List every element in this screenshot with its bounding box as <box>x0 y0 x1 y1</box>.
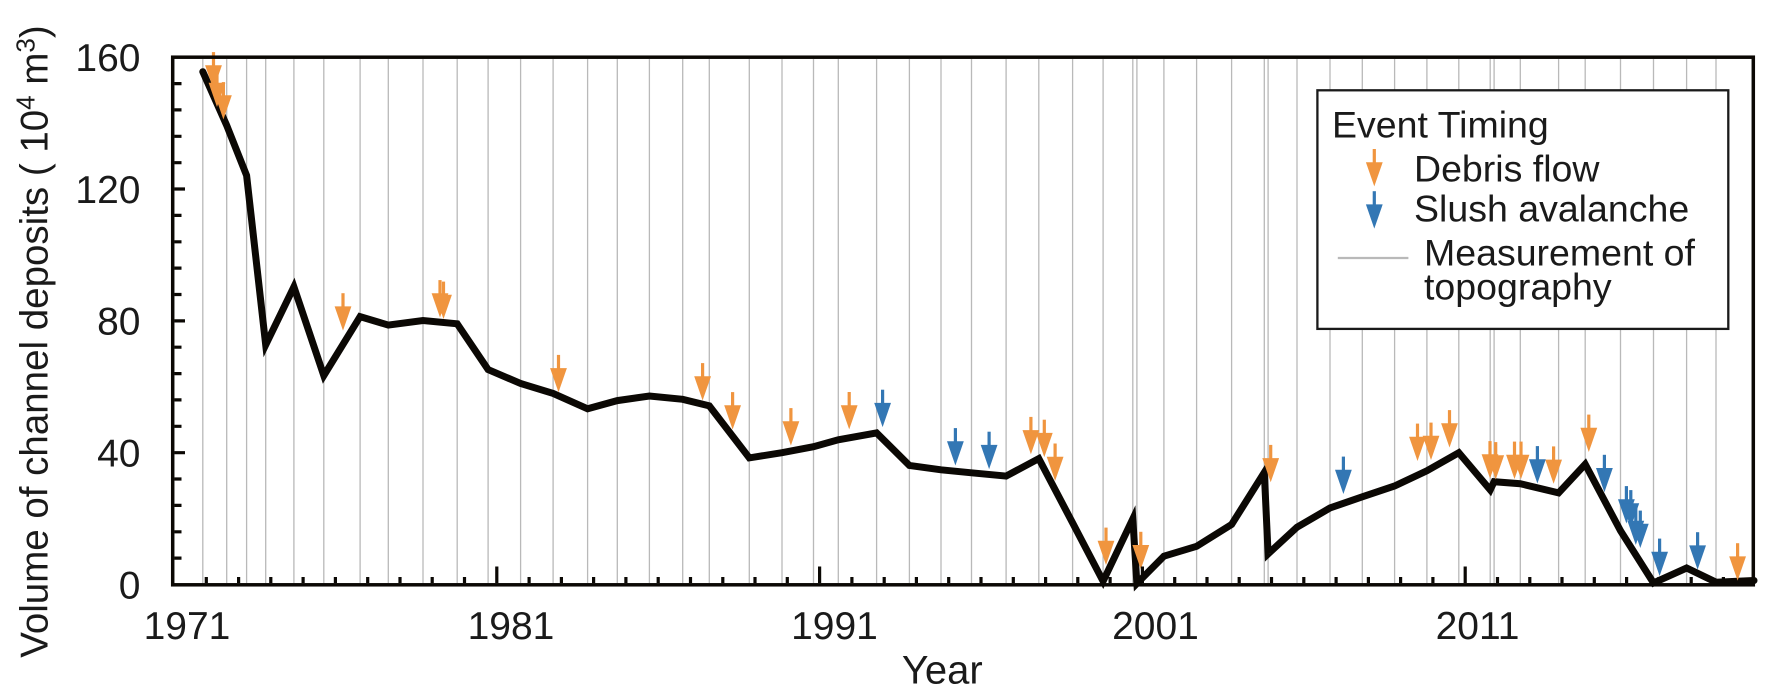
svg-text:Measurement of: Measurement of <box>1424 231 1696 273</box>
svg-text:80: 80 <box>97 301 140 344</box>
svg-text:Event Timing: Event Timing <box>1332 104 1549 146</box>
svg-text:160: 160 <box>75 37 140 80</box>
svg-text:2011: 2011 <box>1436 605 1520 648</box>
svg-text:Year: Year <box>902 649 983 693</box>
svg-text:1991: 1991 <box>791 605 878 648</box>
svg-text:0: 0 <box>119 564 141 607</box>
svg-text:1971: 1971 <box>144 605 231 648</box>
svg-text:Volume of channel deposits ( 1: Volume of channel deposits ( 104 m3) <box>11 25 57 657</box>
svg-text:Slush avalanche: Slush avalanche <box>1414 187 1689 229</box>
svg-text:120: 120 <box>75 169 140 212</box>
svg-text:Debris flow: Debris flow <box>1414 147 1600 189</box>
svg-text:topography: topography <box>1424 265 1612 307</box>
svg-text:2001: 2001 <box>1112 605 1199 648</box>
svg-text:1981: 1981 <box>468 605 555 648</box>
svg-text:40: 40 <box>97 433 140 476</box>
